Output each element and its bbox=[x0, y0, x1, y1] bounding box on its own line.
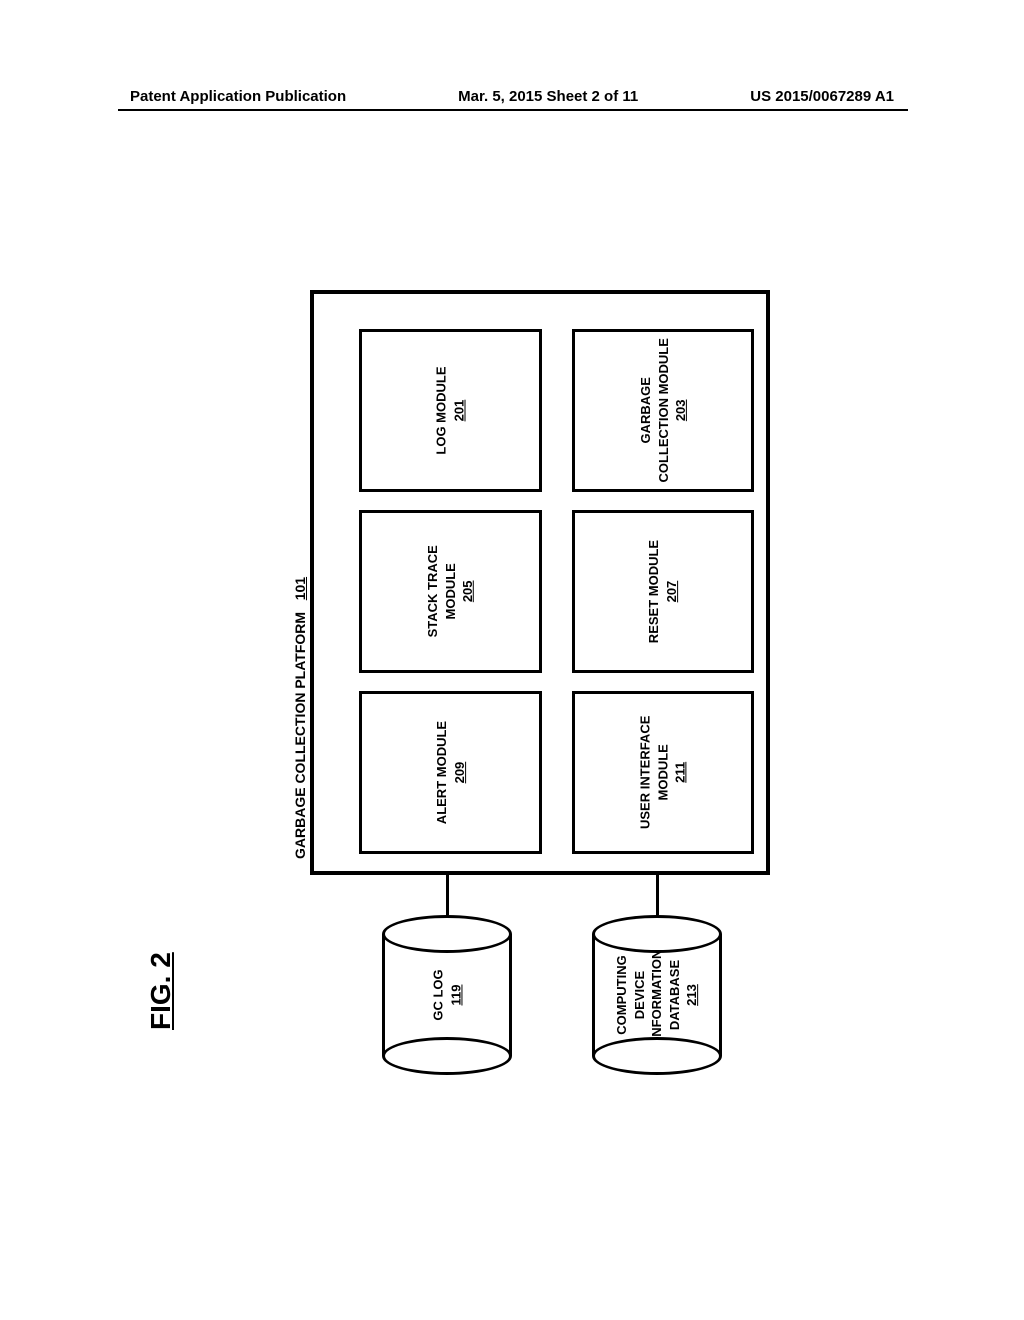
platform-title: GARBAGE COLLECTION PLATFORM 101 bbox=[292, 577, 308, 859]
module-stack-line1: STACK TRACE bbox=[425, 545, 440, 637]
platform-title-ref: 101 bbox=[292, 577, 308, 600]
connector-info-db bbox=[656, 875, 659, 915]
db-gc-log-ref: 119 bbox=[448, 985, 463, 1006]
module-garbage-collection: GARBAGE COLLECTION MODULE 203 bbox=[572, 329, 755, 492]
module-reset-line1: RESET MODULE bbox=[646, 540, 661, 643]
db-info-line2: DEVICE bbox=[632, 971, 647, 1019]
module-ui-ref: 211 bbox=[673, 762, 688, 783]
module-alert-label: ALERT MODULE 209 bbox=[433, 721, 468, 824]
connector-gclog bbox=[446, 875, 449, 915]
module-log-ref: 201 bbox=[451, 400, 466, 422]
db-computing-device-info: COMPUTING DEVICE INFORMATION DATABASE 21… bbox=[592, 915, 722, 1075]
db-info-ref: 213 bbox=[684, 984, 699, 1006]
module-alert-line1: ALERT MODULE bbox=[434, 721, 449, 824]
module-gc-ref: 203 bbox=[673, 400, 688, 422]
header-left: Patent Application Publication bbox=[130, 88, 346, 105]
module-reset-ref: 207 bbox=[664, 581, 679, 603]
db-info-line3: INFORMATION bbox=[649, 950, 664, 1041]
module-stack-trace: STACK TRACE MODULE 205 bbox=[359, 510, 542, 673]
page: Patent Application Publication Mar. 5, 2… bbox=[0, 0, 1024, 1320]
module-stack-ref: 205 bbox=[460, 581, 475, 603]
module-stack-line2: MODULE bbox=[442, 563, 457, 619]
page-header: Patent Application Publication Mar. 5, 2… bbox=[0, 88, 1024, 105]
platform-box: GARBAGE COLLECTION PLATFORM 101 LOG MODU… bbox=[310, 290, 770, 875]
db-gc-log-line1: GC LOG bbox=[430, 969, 445, 1020]
module-ui-line2: MODULE bbox=[655, 744, 670, 800]
db-info-top bbox=[592, 915, 722, 953]
module-alert: ALERT MODULE 209 bbox=[359, 691, 542, 854]
db-info-bottom bbox=[592, 1037, 722, 1075]
module-reset: RESET MODULE 207 bbox=[572, 510, 755, 673]
platform-title-text: GARBAGE COLLECTION PLATFORM bbox=[292, 612, 308, 859]
module-log-label: LOG MODULE 201 bbox=[433, 366, 468, 454]
db-info-line4: DATABASE bbox=[667, 960, 682, 1030]
module-gc-line2: COLLECTION MODULE bbox=[655, 338, 670, 482]
module-ui-label: USER INTERFACE MODULE 211 bbox=[636, 716, 689, 829]
module-user-interface: USER INTERFACE MODULE 211 bbox=[572, 691, 755, 854]
db-gc-log: GC LOG 119 bbox=[382, 915, 512, 1075]
db-gc-log-top bbox=[382, 915, 512, 953]
modules-grid: LOG MODULE 201 GARBAGE COLLECTION MODULE… bbox=[359, 329, 754, 854]
db-gc-log-bottom bbox=[382, 1037, 512, 1075]
db-info-label: COMPUTING DEVICE INFORMATION DATABASE 21… bbox=[613, 950, 701, 1041]
module-log-line1: LOG MODULE bbox=[434, 366, 449, 454]
module-gc-line1: GARBAGE bbox=[637, 377, 652, 443]
db-info-line1: COMPUTING bbox=[614, 955, 629, 1034]
module-reset-label: RESET MODULE 207 bbox=[645, 540, 680, 643]
module-log: LOG MODULE 201 bbox=[359, 329, 542, 492]
module-stack-label: STACK TRACE MODULE 205 bbox=[424, 545, 477, 637]
module-ui-line1: USER INTERFACE bbox=[637, 716, 652, 829]
header-divider bbox=[118, 109, 908, 111]
header-center: Mar. 5, 2015 Sheet 2 of 11 bbox=[458, 88, 638, 105]
module-alert-ref: 209 bbox=[451, 762, 466, 784]
module-gc-label: GARBAGE COLLECTION MODULE 203 bbox=[636, 338, 689, 482]
header-right: US 2015/0067289 A1 bbox=[750, 88, 894, 105]
figure-label: FIG. 2 bbox=[145, 952, 177, 1030]
db-gc-log-label: GC LOG 119 bbox=[429, 969, 464, 1020]
